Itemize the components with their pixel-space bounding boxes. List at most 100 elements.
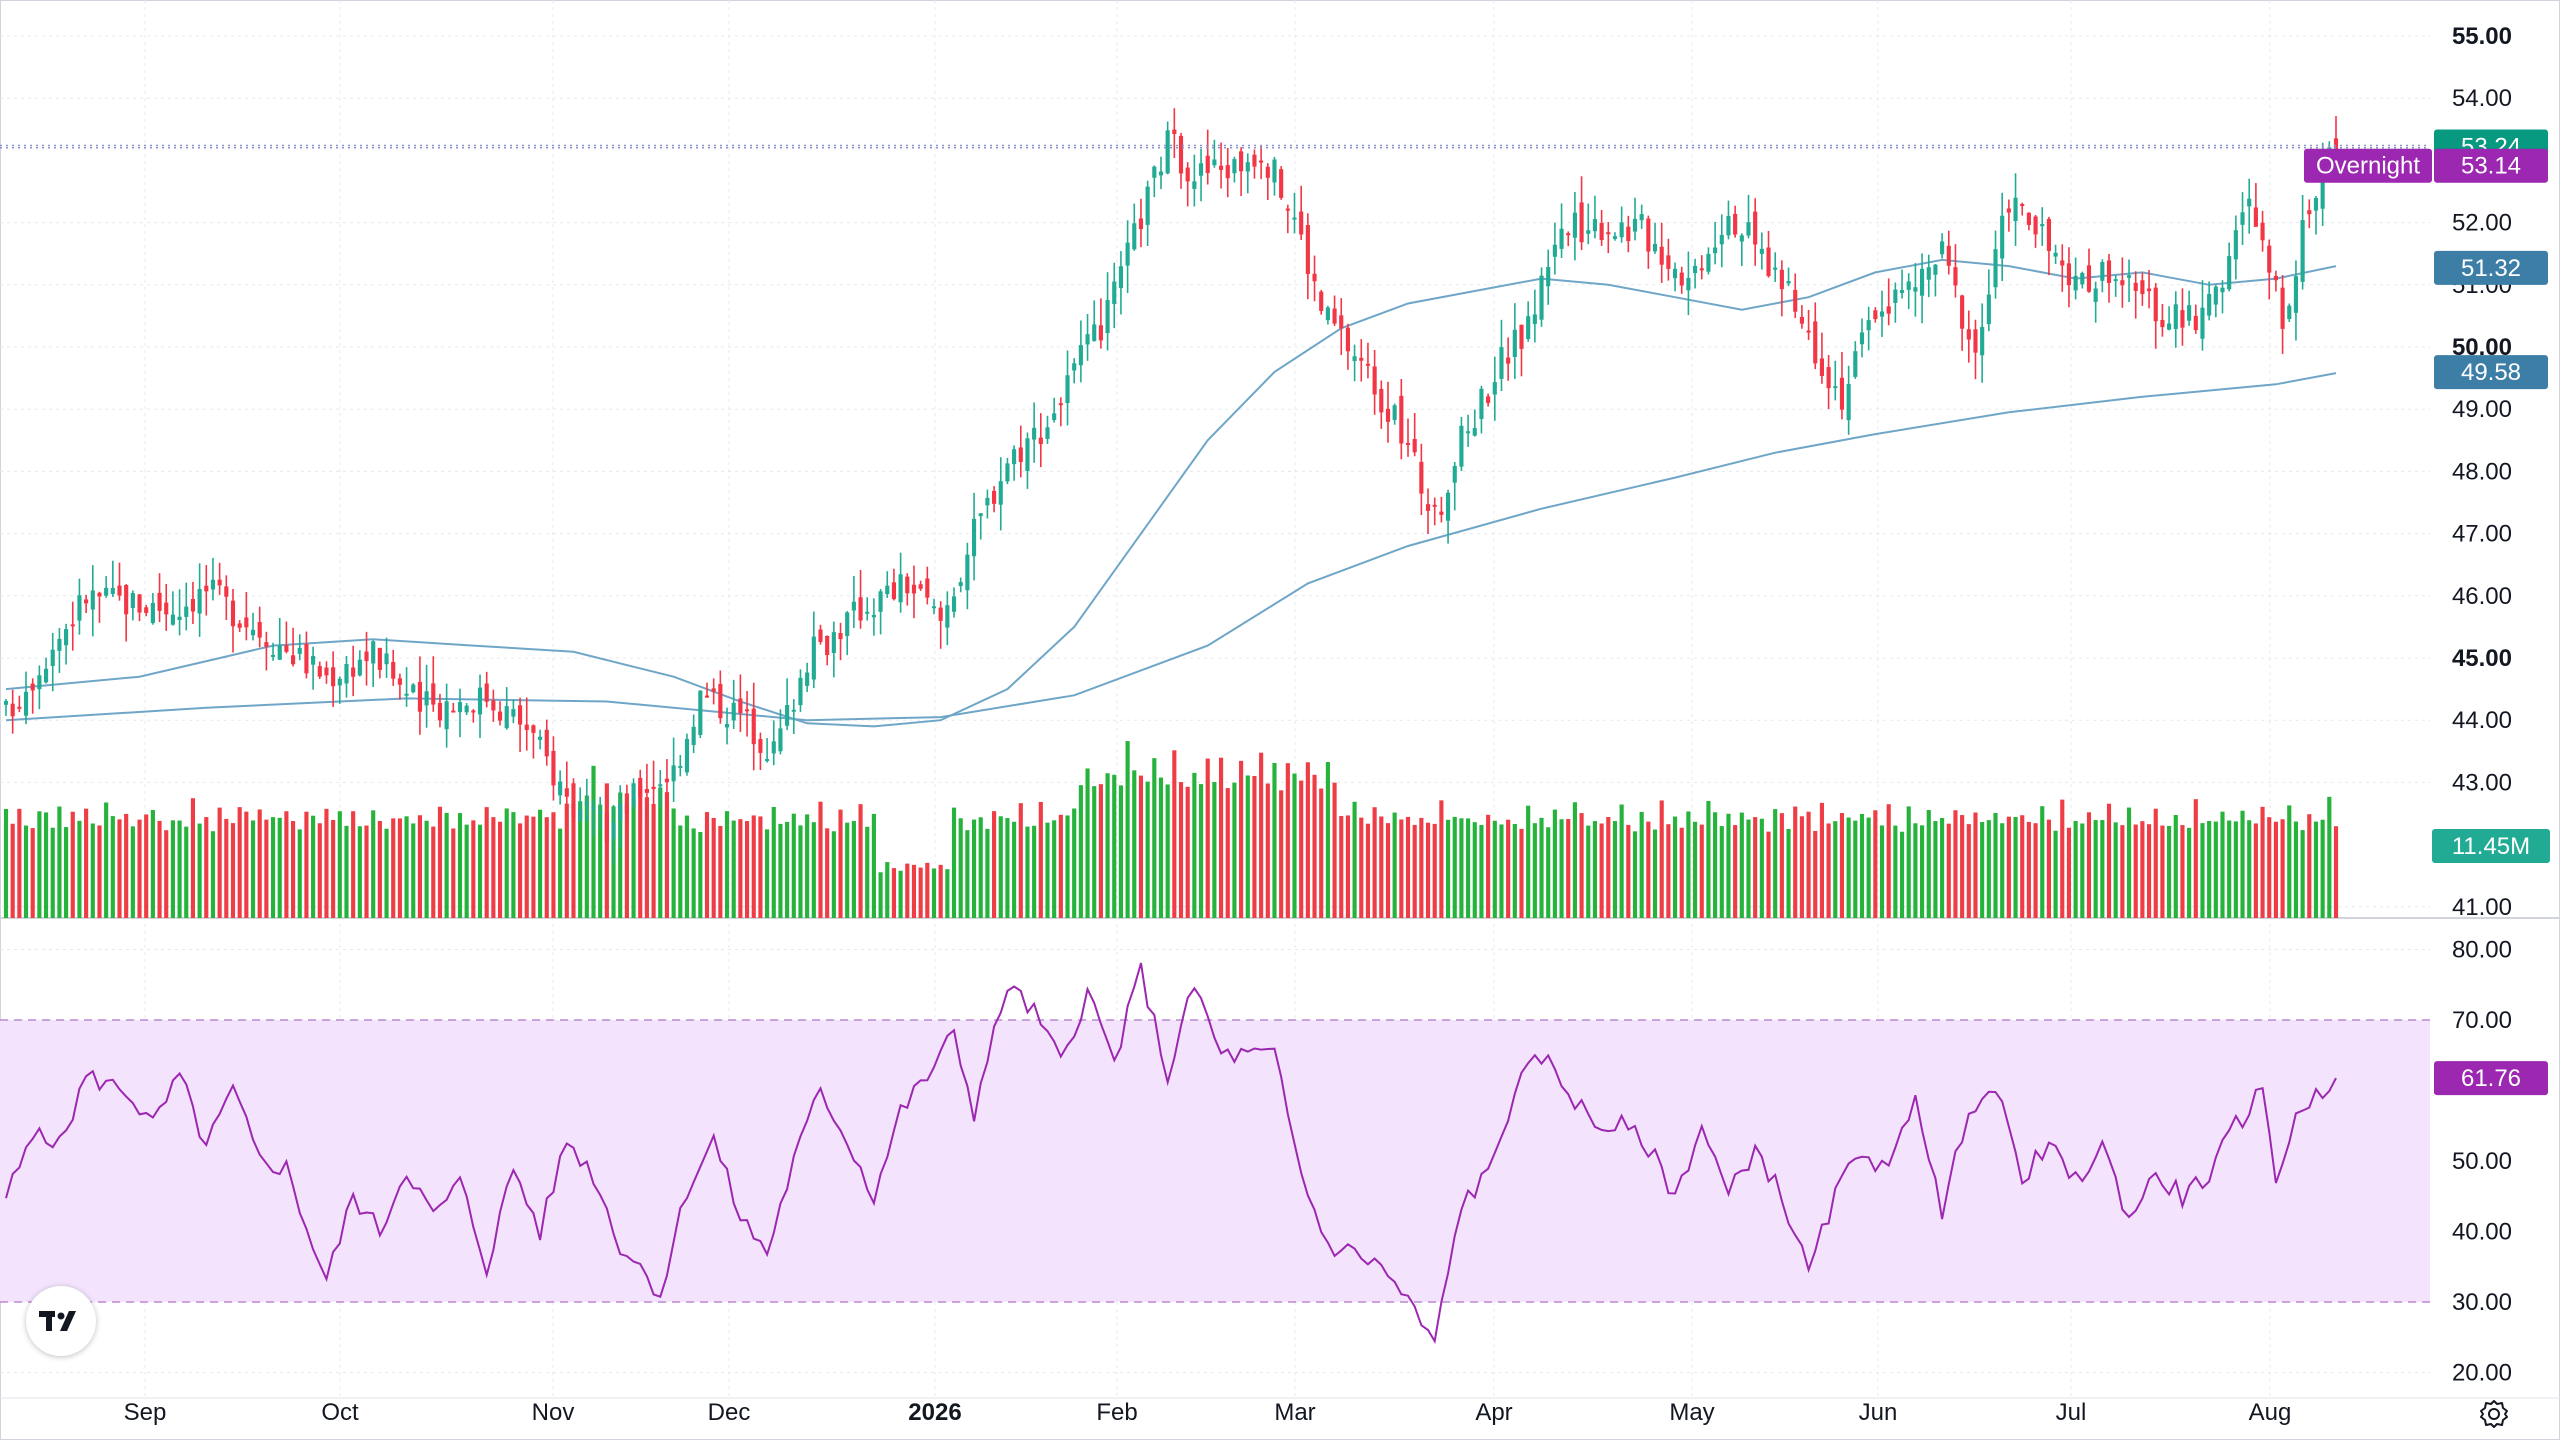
volume-bar <box>885 862 890 918</box>
volume-bar <box>491 817 496 918</box>
volume-bar <box>1626 824 1631 918</box>
volume-bar <box>177 820 182 918</box>
candle-body <box>484 683 489 702</box>
candle-body <box>444 701 449 730</box>
volume-bar <box>538 809 543 918</box>
candle-body <box>671 765 676 782</box>
rsi-value-tag-bg <box>2434 1061 2548 1096</box>
candle-body <box>477 687 483 715</box>
candle-body <box>331 667 336 687</box>
candle-body <box>1853 351 1858 377</box>
candle-body <box>638 777 643 798</box>
volume-bar <box>170 820 175 918</box>
volume-bar <box>2280 819 2285 918</box>
candle-body <box>437 702 443 721</box>
volume-bar <box>2146 824 2152 918</box>
ma-long-tag: 49.58 <box>2461 359 2521 386</box>
volume-bar <box>511 812 516 918</box>
candle-body <box>1632 218 1638 232</box>
volume-bar <box>925 862 930 918</box>
volume-bar <box>1158 777 1164 918</box>
candle-body <box>925 578 930 598</box>
volume-bar <box>818 801 823 918</box>
volume-bar <box>1466 818 1471 918</box>
volume-bar <box>237 807 242 918</box>
volume-bar <box>871 813 876 918</box>
candle-body <box>2300 220 2305 282</box>
volume-bar <box>1372 807 1377 918</box>
candle-body <box>678 765 683 768</box>
candle-body <box>1305 225 1310 275</box>
candle-body <box>938 607 943 621</box>
volume-bar <box>2006 816 2011 918</box>
candle-body <box>1559 228 1564 249</box>
candle-body <box>1866 320 1871 331</box>
rsi-axis-label: 30.00 <box>2452 1289 2512 1316</box>
candle-body <box>2106 260 2112 283</box>
price-axis-label: 44.00 <box>2452 707 2512 734</box>
candle-body <box>2333 138 2339 159</box>
volume-bar <box>1365 823 1371 918</box>
volume-bar <box>1486 814 1491 918</box>
candle-body <box>1552 244 1557 257</box>
candle-body <box>1325 307 1330 321</box>
candle-body <box>2026 212 2031 225</box>
volume-bar <box>157 820 162 918</box>
volume-bar <box>1886 804 1891 918</box>
candle-body <box>811 636 816 680</box>
candle-body <box>1766 247 1771 277</box>
candle-body <box>805 672 810 686</box>
volume-bar <box>1612 821 1618 918</box>
volume-bar <box>878 872 883 918</box>
candle-body <box>284 645 289 652</box>
volume-bar <box>1245 775 1250 918</box>
candle-body <box>1245 162 1250 172</box>
volume-bar <box>591 765 596 918</box>
volume-bar <box>651 804 656 918</box>
volume-bar <box>1539 817 1544 918</box>
candle-body <box>2167 323 2172 330</box>
volume-bar <box>437 806 443 918</box>
settings-gear-icon[interactable] <box>2474 1394 2514 1434</box>
volume-bar <box>270 817 276 918</box>
volume-bar <box>1519 828 1524 918</box>
candle-body <box>2120 280 2125 286</box>
volume-bar <box>2093 820 2098 918</box>
volume-bar <box>1152 758 1157 918</box>
candle-body <box>1292 217 1297 220</box>
candle-body <box>778 728 783 752</box>
candle-body <box>497 711 503 721</box>
volume-bar <box>1906 806 1911 918</box>
candle-body <box>578 809 583 821</box>
candle-body <box>698 690 703 735</box>
candle-body <box>2086 265 2092 292</box>
volume-bar <box>2086 812 2092 918</box>
candle-body <box>1733 213 1738 235</box>
candle-body <box>971 518 977 557</box>
candle-body <box>23 691 29 716</box>
volume-bar <box>1726 813 1731 918</box>
candle-body <box>1499 347 1504 379</box>
volume-bar <box>684 815 690 918</box>
candle-body <box>738 698 743 714</box>
candle-body <box>1539 275 1544 320</box>
candle-body <box>691 726 696 745</box>
candle-body <box>424 691 429 706</box>
volume-bar <box>1419 817 1424 918</box>
candle-body <box>2073 275 2078 291</box>
volume-bar <box>1319 788 1324 918</box>
volume-bar <box>1352 801 1357 918</box>
time-axis[interactable]: Sep Oct Nov Dec 2026 Feb Mar Apr May Jun Jul Aug <box>124 1399 2292 1426</box>
volume-bar <box>1739 812 1744 918</box>
candle-body <box>1466 431 1471 434</box>
volume-bar <box>1198 784 1204 918</box>
volume-bar <box>2233 821 2238 918</box>
candle-body <box>1813 321 1818 364</box>
volume-bar <box>337 811 342 918</box>
volume-bar <box>724 811 730 918</box>
volume-bar <box>731 820 736 918</box>
tradingview-logo-icon[interactable] <box>26 1286 96 1356</box>
